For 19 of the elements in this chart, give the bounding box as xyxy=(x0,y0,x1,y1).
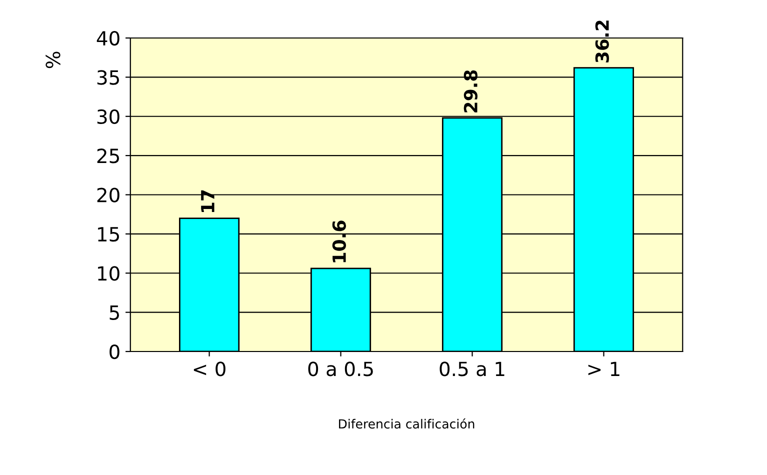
data-label: 36.2 xyxy=(595,20,609,62)
y-tick-label: 10 xyxy=(98,266,120,281)
y-tick-label: 40 xyxy=(96,30,120,46)
y-axis-title: % xyxy=(46,52,60,68)
x-tick-label: 0.5 a 1 xyxy=(440,362,504,376)
y-tick-label: 15 xyxy=(98,227,119,242)
x-tick-label: 0 a 0.5 xyxy=(308,362,373,376)
y-tick-label: 30 xyxy=(97,109,120,124)
data-label: 10.6 xyxy=(332,220,346,262)
data-label: 29.8 xyxy=(464,70,478,112)
y-tick-label: 25 xyxy=(97,148,119,164)
x-tick-label: < 0 xyxy=(194,362,226,376)
x-axis-title: Diferencia calificación xyxy=(339,418,474,429)
data-label: 17 xyxy=(201,190,214,212)
y-tick-label: 0 xyxy=(110,344,120,360)
y-tick-label: 5 xyxy=(110,306,119,320)
y-tick-label: 20 xyxy=(97,188,120,202)
x-tick-label: > 1 xyxy=(588,362,620,376)
y-tick-label: 35 xyxy=(97,70,119,85)
